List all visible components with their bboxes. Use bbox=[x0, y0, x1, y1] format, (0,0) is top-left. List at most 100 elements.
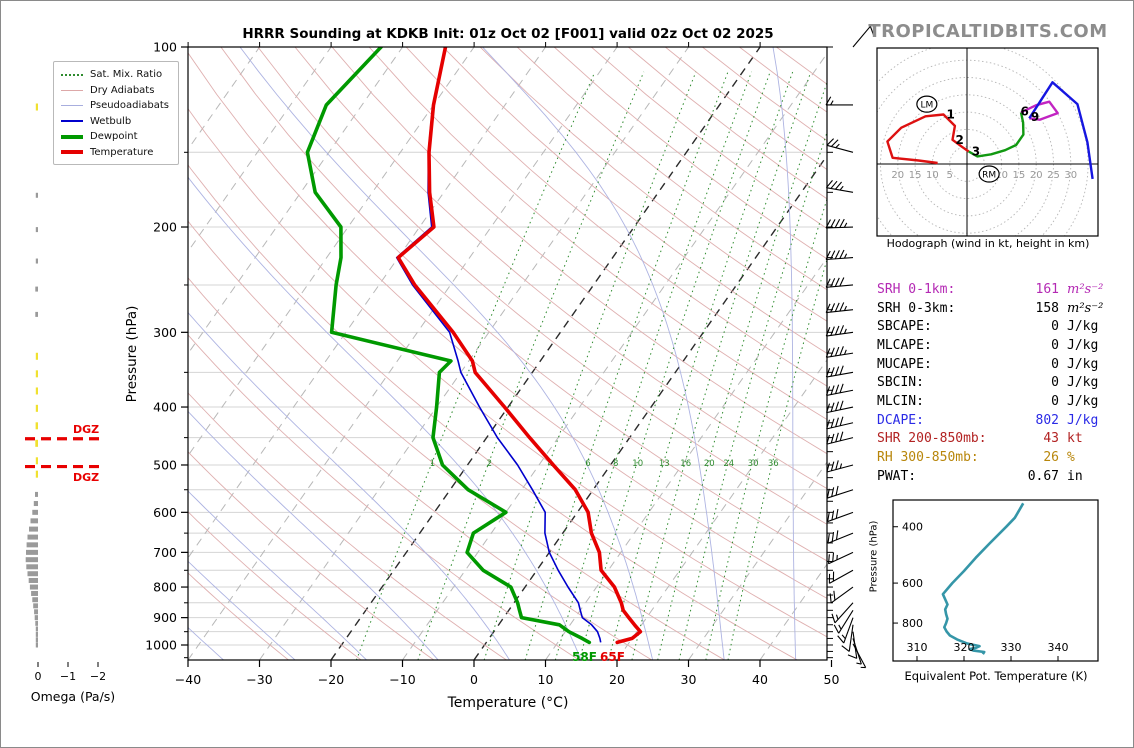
index-unit: in bbox=[1067, 468, 1083, 484]
temp-tick-label: 0 bbox=[470, 672, 478, 687]
storm-motion-circle bbox=[978, 165, 1000, 183]
legend-swatch-2 bbox=[61, 105, 83, 107]
omega-bar bbox=[35, 192, 38, 198]
omega-bar bbox=[35, 626, 38, 632]
wind-barb bbox=[825, 277, 854, 288]
dry-adiabat bbox=[479, 47, 827, 322]
dry-adiabat bbox=[442, 47, 827, 354]
storm-motion-circle bbox=[916, 95, 938, 113]
index-row: MLCAPE: 0 J/kg bbox=[877, 336, 1127, 355]
legend-item: Dewpoint bbox=[61, 129, 171, 145]
index-unit: m²s⁻² bbox=[1067, 281, 1104, 297]
omega-bar bbox=[35, 258, 38, 264]
dry-adiabat bbox=[188, 572, 289, 660]
temp-tick-label: 10 bbox=[538, 672, 554, 687]
thetae-xtick-label: 330 bbox=[1001, 641, 1022, 654]
index-unit: J/kg bbox=[1067, 356, 1099, 372]
legend-swatch-5 bbox=[61, 150, 83, 155]
omega-bar bbox=[35, 637, 38, 643]
thetae-ytick-label: 400 bbox=[902, 521, 923, 534]
thetae-pressure-label: Pressure (hPa) bbox=[868, 520, 880, 593]
omega-bar bbox=[34, 609, 38, 615]
skewt-background: 1 2 4 6 8 10 13 16 20 24 30 36 bbox=[188, 47, 827, 660]
pressure-tick-label: 800 bbox=[153, 580, 177, 595]
index-row: SRH 0-3km: 158 m²s⁻² bbox=[877, 299, 1127, 318]
wind-barb bbox=[825, 180, 854, 193]
wind-barb bbox=[826, 485, 854, 499]
thetae-xtick-label: 340 bbox=[1048, 641, 1069, 654]
index-row: SBCAPE: 0 J/kg bbox=[877, 317, 1127, 336]
wind-barb bbox=[833, 610, 854, 634]
wind-barb bbox=[825, 365, 854, 378]
omega-panel: 0 −1 −2 bbox=[25, 103, 106, 683]
isotherm bbox=[188, 47, 618, 660]
index-row: RH 300-850mb: 26% bbox=[877, 448, 1127, 467]
pseudoadiabat bbox=[188, 410, 439, 660]
legend-item: Sat. Mix. Ratio bbox=[61, 67, 171, 83]
pseudoadiabat bbox=[239, 47, 654, 660]
index-label: SRH 0-3km: bbox=[877, 300, 956, 316]
hodograph-trace-0-3km bbox=[886, 113, 970, 165]
mixing-ratio-label: 13 bbox=[659, 459, 670, 469]
omega-bar bbox=[35, 470, 38, 478]
legend-swatch-3 bbox=[61, 120, 83, 123]
legend-item: Temperature bbox=[61, 145, 171, 161]
mixing-ratio-label: 24 bbox=[723, 459, 734, 469]
storm-motion-label: RM bbox=[982, 171, 996, 181]
pseudoadiabat bbox=[188, 560, 296, 660]
temp-tick-label: −20 bbox=[318, 672, 344, 687]
legend-item-label: Dewpoint bbox=[90, 131, 138, 143]
dry-adiabat bbox=[257, 47, 827, 525]
omega-bar bbox=[26, 564, 38, 570]
thetae-curve bbox=[941, 502, 1025, 655]
pseudoadiabat bbox=[188, 311, 511, 660]
index-value: 158 bbox=[1035, 300, 1059, 316]
pressure-tick-label: 500 bbox=[153, 457, 177, 472]
mixing-ratio-label: 36 bbox=[768, 459, 779, 469]
omega-bar bbox=[27, 571, 38, 577]
mixing-ratio-label: 10 bbox=[632, 459, 643, 469]
isotherm bbox=[402, 52, 827, 660]
thetae-ytick-label: 800 bbox=[902, 617, 923, 630]
hodograph-ring-label: 25 bbox=[1047, 170, 1060, 181]
wind-barb bbox=[825, 218, 854, 229]
mixing-ratio-label: 8 bbox=[613, 459, 618, 469]
dry-adiabat bbox=[220, 47, 827, 562]
index-value: 0.67 bbox=[1027, 468, 1059, 484]
hodograph-height-marker: 2 bbox=[955, 133, 963, 147]
wind-barb bbox=[826, 138, 854, 153]
wind-barb bbox=[852, 25, 875, 48]
omega-bar bbox=[27, 534, 38, 540]
temperature-axis-label: Temperature (°C) bbox=[447, 695, 569, 711]
index-label: MUCAPE: bbox=[877, 356, 932, 372]
index-value: 0 bbox=[1051, 356, 1059, 372]
wind-barb bbox=[852, 643, 867, 669]
thetae-xtick-label: 310 bbox=[907, 641, 928, 654]
dgz-label-lower: DGZ bbox=[73, 471, 100, 484]
omega-bar bbox=[35, 387, 38, 395]
wind-barb bbox=[826, 460, 854, 473]
mixing-ratio-line bbox=[727, 257, 827, 660]
hodograph-ring-label: 15 bbox=[909, 170, 922, 181]
hodograph-ring-label: 30 bbox=[1064, 170, 1077, 181]
wind-barb bbox=[825, 249, 854, 261]
omega-bar bbox=[35, 352, 38, 360]
hodograph-ring-label: 10 bbox=[995, 170, 1008, 181]
dry-adiabat bbox=[294, 47, 827, 490]
mixing-ratio-line bbox=[678, 130, 827, 660]
omega-bar bbox=[35, 311, 38, 317]
index-unit: J/kg bbox=[1067, 375, 1099, 391]
omega-bar bbox=[31, 590, 38, 596]
indices-panel: SRH 0-1km: 161 m²s⁻² SRH 0-3km: 158 m²s⁻² SBCA… bbox=[877, 280, 1127, 486]
wind-barb bbox=[827, 530, 854, 544]
dry-adiabat bbox=[405, 47, 827, 387]
wind-barb bbox=[828, 569, 854, 584]
dry-adiabat bbox=[188, 220, 726, 660]
wind-barb bbox=[829, 586, 854, 604]
pressure-tick-label: 200 bbox=[153, 220, 177, 235]
omega-bar bbox=[29, 584, 38, 590]
index-value: 802 bbox=[1035, 412, 1059, 428]
legend-swatch-0 bbox=[61, 73, 83, 76]
